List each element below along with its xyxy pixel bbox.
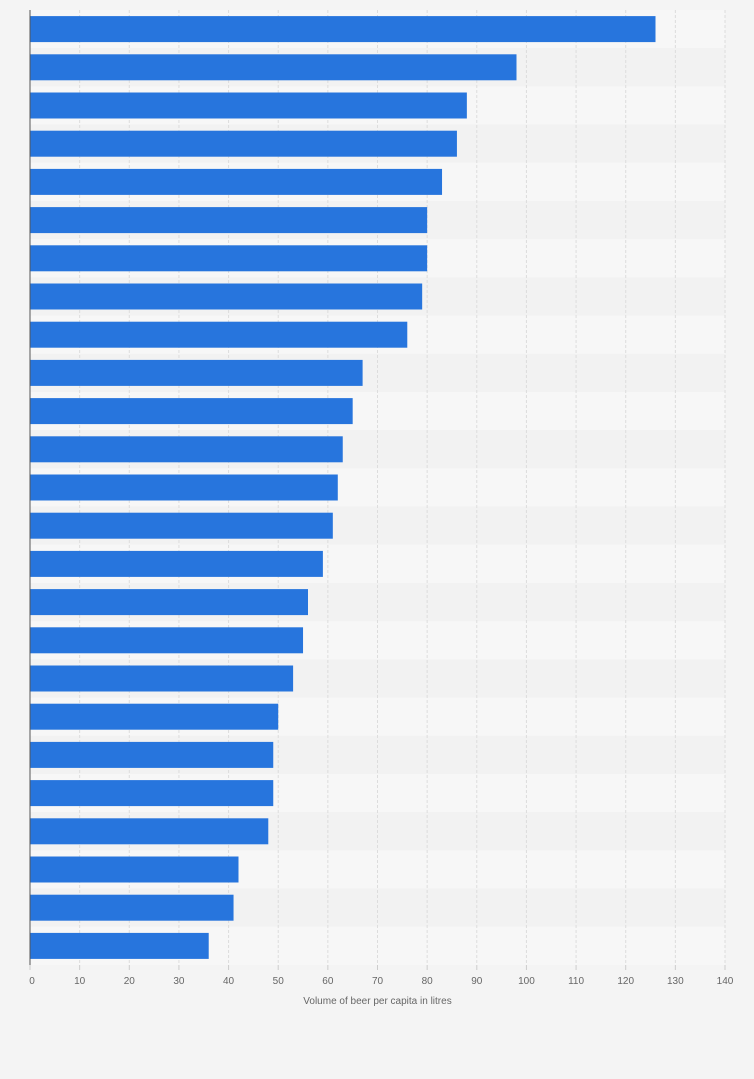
bar <box>30 627 304 654</box>
bar <box>30 436 343 463</box>
bar <box>30 741 274 768</box>
x-tick-label: 20 <box>124 976 136 987</box>
x-tick-label: 50 <box>273 976 285 987</box>
x-tick-label: 70 <box>372 976 384 987</box>
bar <box>30 665 294 692</box>
bar <box>30 398 353 425</box>
x-tick-label: 140 <box>717 976 734 987</box>
bar <box>30 474 338 501</box>
x-tick-label: 0 <box>29 976 35 987</box>
bar <box>30 780 274 807</box>
x-tick-label: 90 <box>471 976 483 987</box>
bar <box>30 92 467 119</box>
x-tick-label: 10 <box>74 976 86 987</box>
bar <box>30 818 269 845</box>
x-axis-ticks: 0 10 20 30 40 50 60 70 80 90 100 110 120 130 140 <box>29 965 734 987</box>
bars <box>30 16 656 959</box>
x-tick-label: 110 <box>568 976 584 987</box>
bar <box>30 703 279 730</box>
bar <box>30 16 656 43</box>
bar <box>30 550 323 577</box>
bar <box>30 207 428 234</box>
bar <box>30 589 308 616</box>
x-tick-label: 30 <box>173 976 185 987</box>
bar <box>30 932 209 959</box>
bar <box>30 856 239 883</box>
x-tick-label: 80 <box>422 976 434 987</box>
bar <box>30 321 408 348</box>
bar <box>30 894 234 921</box>
bar <box>30 168 443 195</box>
bar <box>30 359 363 386</box>
bar <box>30 245 428 272</box>
bar <box>30 54 517 81</box>
bar <box>30 130 457 157</box>
bar <box>30 512 333 539</box>
x-tick-label: 40 <box>223 976 235 987</box>
x-tick-label: 120 <box>617 976 634 987</box>
bar <box>30 283 423 310</box>
x-tick-label: 130 <box>667 976 684 987</box>
x-axis-title: Volume of beer per capita in litres <box>303 996 451 1007</box>
x-tick-label: 60 <box>322 976 334 987</box>
x-tick-label: 100 <box>518 976 535 987</box>
